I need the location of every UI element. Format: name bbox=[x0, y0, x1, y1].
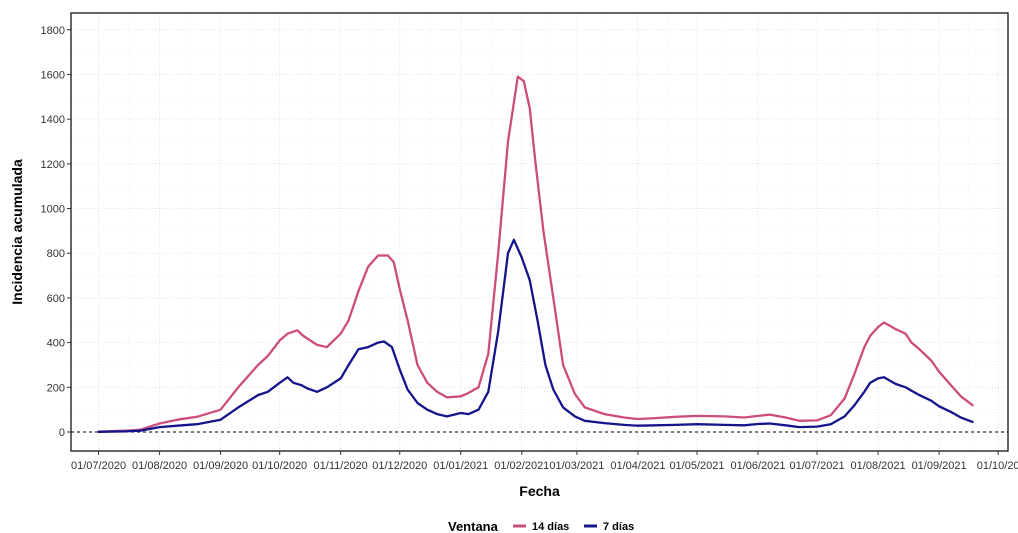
y-axis-title: Incidencia acumulada bbox=[9, 159, 25, 305]
y-tick-label: 1600 bbox=[41, 69, 65, 81]
y-tick-label: 1400 bbox=[41, 114, 65, 126]
x-tick-label: 01/03/2021 bbox=[549, 460, 604, 472]
x-tick-label: 01/02/2021 bbox=[494, 460, 549, 472]
x-tick-label: 01/12/2020 bbox=[372, 460, 427, 472]
x-tick-label: 01/04/2021 bbox=[610, 460, 665, 472]
series-line-14-dias bbox=[97, 75, 974, 433]
legend-label-7-dias: 7 días bbox=[603, 521, 634, 533]
x-tick-label: 01/07/2020 bbox=[71, 460, 126, 472]
y-tick-label: 200 bbox=[47, 382, 65, 394]
y-tick-label: 800 bbox=[47, 248, 65, 260]
y-axis: 0 200 400 600 800 1000 1200 1400 1600 1800 bbox=[41, 25, 71, 439]
y-tick-label: 1800 bbox=[41, 25, 65, 37]
y-tick-label: 0 bbox=[59, 427, 65, 439]
x-tick-label: 01/10/2020 bbox=[252, 460, 307, 472]
legend: Ventana 14 días 7 días bbox=[448, 519, 634, 533]
series-lines bbox=[97, 75, 974, 433]
y-tick-label: 400 bbox=[47, 338, 65, 350]
plot-border bbox=[70, 12, 1009, 452]
legend-title: Ventana bbox=[448, 519, 499, 533]
x-tick-label: 01/08/2021 bbox=[851, 460, 906, 472]
x-axis: 01/07/2020 01/08/2020 01/09/2020 01/10/2020… bbox=[71, 451, 1018, 472]
legend-label-14-dias: 14 días bbox=[532, 521, 569, 533]
x-tick-label: 01/01/2021 bbox=[433, 460, 488, 472]
x-tick-label: 01/10/20 bbox=[977, 460, 1018, 472]
x-tick-label: 01/05/2021 bbox=[669, 460, 724, 472]
x-tick-label: 01/09/2020 bbox=[193, 460, 248, 472]
y-tick-label: 1200 bbox=[41, 159, 65, 171]
x-tick-label: 01/08/2020 bbox=[132, 460, 187, 472]
series-line-7-dias bbox=[97, 238, 974, 433]
x-axis-title: Fecha bbox=[519, 483, 560, 499]
x-tick-label: 01/06/2021 bbox=[730, 460, 785, 472]
y-tick-label: 1000 bbox=[41, 204, 65, 216]
x-tick-label: 01/09/2021 bbox=[912, 460, 967, 472]
y-tick-label: 600 bbox=[47, 293, 65, 305]
x-tick-label: 01/07/2021 bbox=[790, 460, 845, 472]
x-tick-label: 01/11/2020 bbox=[314, 460, 368, 472]
